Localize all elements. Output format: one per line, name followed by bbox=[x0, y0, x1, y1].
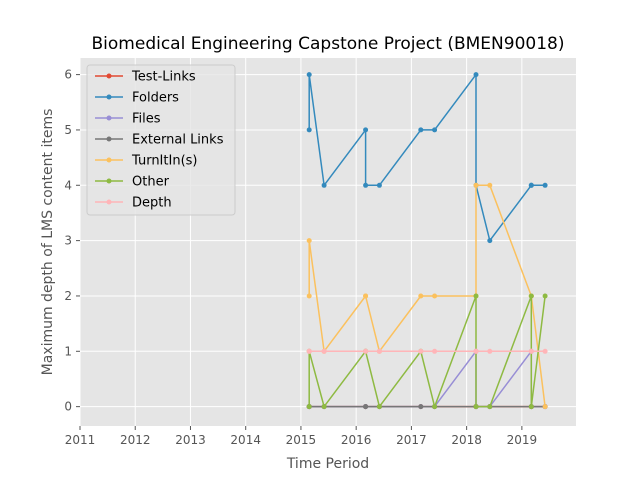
x-tick-label: 2012 bbox=[120, 433, 151, 447]
y-tick-label: 6 bbox=[64, 68, 72, 82]
legend-label: Depth bbox=[132, 196, 172, 211]
series-group bbox=[306, 72, 548, 410]
data-point bbox=[363, 404, 369, 410]
data-point bbox=[542, 293, 548, 299]
x-tick-label: 2014 bbox=[230, 433, 261, 447]
legend-marker bbox=[106, 73, 112, 79]
data-point bbox=[473, 404, 479, 410]
data-point bbox=[473, 348, 479, 354]
x-tick-label: 2013 bbox=[175, 433, 206, 447]
data-point bbox=[432, 404, 438, 410]
legend-marker bbox=[106, 199, 112, 205]
data-point bbox=[321, 404, 327, 410]
legend-label: External Links bbox=[132, 133, 224, 148]
x-tick-label: 2019 bbox=[507, 433, 538, 447]
y-tick-label: 5 bbox=[64, 123, 72, 137]
data-point bbox=[363, 127, 369, 133]
data-point bbox=[487, 404, 493, 410]
data-point bbox=[528, 293, 534, 299]
chart-title: Biomedical Engineering Capstone Project … bbox=[92, 34, 565, 54]
data-point bbox=[418, 127, 424, 133]
data-point bbox=[528, 348, 534, 354]
data-point bbox=[306, 404, 312, 410]
data-point bbox=[321, 182, 327, 188]
data-point bbox=[487, 182, 493, 188]
data-point bbox=[363, 348, 369, 354]
data-point bbox=[306, 72, 312, 78]
x-axis-label: Time Period bbox=[286, 456, 369, 472]
data-point bbox=[306, 238, 312, 244]
y-axis-label: Maximum depth of LMS content items bbox=[40, 109, 56, 376]
data-point bbox=[321, 348, 327, 354]
legend-box bbox=[86, 64, 236, 216]
x-tick-label: 2016 bbox=[341, 433, 372, 447]
data-point bbox=[376, 404, 382, 410]
data-point bbox=[528, 182, 534, 188]
legend-marker bbox=[106, 115, 112, 121]
data-point bbox=[418, 293, 424, 299]
data-point bbox=[528, 404, 534, 410]
y-tick-label: 4 bbox=[64, 178, 72, 192]
y-tick-label: 2 bbox=[64, 289, 72, 303]
data-point bbox=[306, 293, 312, 299]
y-tick-label: 3 bbox=[64, 234, 72, 248]
data-point bbox=[432, 293, 438, 299]
data-point bbox=[473, 293, 479, 299]
data-point bbox=[418, 348, 424, 354]
y-tick-label: 0 bbox=[64, 400, 72, 414]
data-point bbox=[418, 404, 424, 410]
y-tick-labels: 0 1 2 3 4 5 6 bbox=[64, 68, 80, 414]
series bbox=[306, 348, 548, 354]
data-point bbox=[487, 348, 493, 354]
legend-marker bbox=[106, 94, 112, 100]
y-tick-label: 1 bbox=[64, 344, 72, 358]
legend-marker bbox=[106, 157, 112, 163]
legend-label: TurnItIn(s) bbox=[131, 154, 197, 169]
data-point bbox=[306, 127, 312, 133]
data-point bbox=[376, 348, 382, 354]
legend-marker bbox=[106, 178, 112, 184]
x-tick-label: 2017 bbox=[396, 433, 427, 447]
data-point bbox=[542, 182, 548, 188]
legend-label: Files bbox=[132, 112, 161, 127]
x-tick-label: 2018 bbox=[451, 433, 482, 447]
x-tick-label: 2011 bbox=[65, 433, 96, 447]
data-point bbox=[432, 348, 438, 354]
series bbox=[306, 72, 548, 244]
data-point bbox=[473, 182, 479, 188]
series-line bbox=[308, 184, 546, 407]
legend-marker bbox=[106, 136, 112, 142]
legend-label: Folders bbox=[132, 91, 179, 106]
data-point bbox=[487, 238, 493, 244]
data-point bbox=[306, 348, 312, 354]
data-point bbox=[542, 348, 548, 354]
legend-label: Other bbox=[132, 175, 170, 190]
x-tick-labels: 2011 2012 2013 2014 2015 2016 2017 2018 2019 bbox=[65, 426, 537, 447]
legend-label: Test-Links bbox=[131, 70, 196, 85]
legend: Test-Links Folders Files External Links Turn… bbox=[86, 64, 236, 216]
data-point bbox=[363, 293, 369, 299]
data-point bbox=[363, 182, 369, 188]
data-point bbox=[376, 182, 382, 188]
x-tick-label: 2015 bbox=[286, 433, 317, 447]
data-point bbox=[432, 127, 438, 133]
data-point bbox=[542, 404, 548, 410]
data-point bbox=[473, 72, 479, 78]
